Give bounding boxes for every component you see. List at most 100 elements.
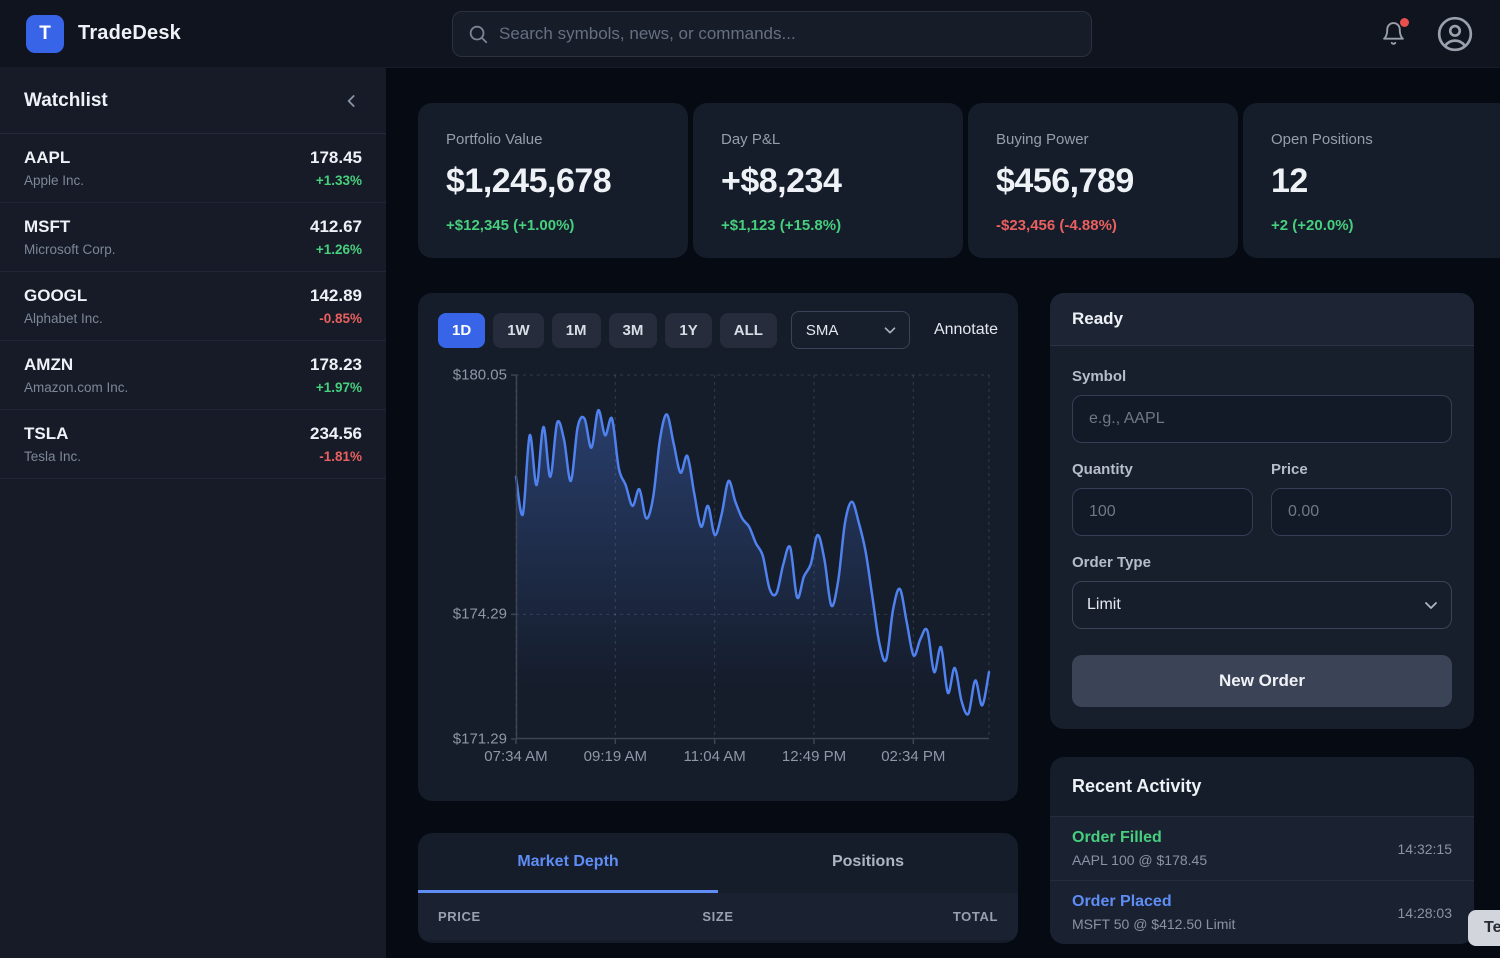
- chart-plot-area: $180.05 $174.29 $171.29: [453, 367, 991, 765]
- app-title: TradeDesk: [78, 22, 181, 44]
- activity-time: 14:32:15: [1397, 840, 1453, 857]
- timeframe-button-1d[interactable]: 1D: [438, 312, 486, 348]
- search-bar[interactable]: [452, 11, 1092, 57]
- market-depth-card: Market Depth Positions PRICE SIZE TOTAL: [418, 833, 1018, 943]
- stat-card-open-positions: Open Positions 12 +2 (+20.0%): [1243, 103, 1500, 258]
- search-input[interactable]: [499, 24, 1077, 44]
- ticker-price: 178.45: [310, 148, 362, 167]
- chart-toolbar: 1D 1W 1M 3M 1Y ALL SMA: [438, 311, 998, 349]
- watchlist-item-googl[interactable]: GOOGL Alphabet Inc. 142.89 -0.85%: [0, 272, 386, 341]
- stat-change: -$23,456 (-4.88%): [996, 217, 1117, 234]
- price-chart-card: 1D 1W 1M 3M 1Y ALL SMA: [418, 293, 1018, 801]
- bottom-tabs: Market Depth Positions: [418, 833, 1018, 893]
- chevron-down-icon: [1425, 602, 1437, 609]
- price-line-chart[interactable]: [511, 374, 991, 744]
- activity-item[interactable]: Order Placed MSFT 50 @ $412.50 Limit 14:…: [1050, 880, 1474, 944]
- tab-positions[interactable]: Positions: [831, 852, 904, 870]
- recent-activity-title: Recent Activity: [1072, 776, 1202, 796]
- timeframe-button-all[interactable]: ALL: [719, 312, 777, 348]
- order-column: Ready Symbol Quantity Price: [1050, 293, 1474, 944]
- stat-card-portfolio-value: Portfolio Value $1,245,678 +$12,345 (+1.…: [418, 103, 688, 258]
- chart-column: 1D 1W 1M 3M 1Y ALL SMA: [418, 293, 1018, 943]
- app-shell: Watchlist AAPL Apple Inc. 178.45 +1.33% …: [0, 68, 1500, 958]
- activity-detail: MSFT 50 @ $412.50 Limit: [1072, 916, 1236, 932]
- company-name: Alphabet Inc.: [24, 311, 103, 326]
- stat-value: 12: [1271, 162, 1308, 200]
- activity-detail: AAPL 100 @ $178.45: [1072, 852, 1208, 868]
- stat-value: $1,245,678: [446, 162, 612, 200]
- ticker-symbol: GOOGL: [24, 286, 88, 305]
- quantity-label: Quantity: [1072, 461, 1133, 478]
- chevron-left-icon: [347, 94, 355, 107]
- ticker-change: -1.81%: [319, 449, 362, 464]
- notifications-button[interactable]: [1381, 18, 1409, 46]
- stat-value: +$8,234: [721, 162, 842, 200]
- x-axis-tick: 09:19 AM: [583, 748, 648, 765]
- topbar-actions: [1381, 15, 1474, 53]
- timeframe-button-1m[interactable]: 1M: [551, 312, 601, 348]
- ticker-price: 178.23: [310, 355, 362, 374]
- indicator-selected-value: SMA: [805, 321, 839, 339]
- logo-letter: T: [39, 22, 51, 44]
- watchlist-title: Watchlist: [24, 89, 108, 111]
- mid-section: 1D 1W 1M 3M 1Y ALL SMA: [418, 293, 1500, 944]
- annotate-button[interactable]: Annotate: [933, 321, 998, 338]
- order-entry-panel: Ready Symbol Quantity Price: [1050, 293, 1474, 729]
- notification-dot: [1400, 18, 1409, 27]
- y-axis-tick: $174.29: [452, 605, 507, 623]
- recent-activity-panel: Recent Activity Order Filled AAPL 100 @ …: [1050, 757, 1474, 944]
- x-axis-tick: 11:04 AM: [683, 748, 746, 765]
- timeframe-button-1y[interactable]: 1Y: [665, 312, 712, 348]
- stats-row: Portfolio Value $1,245,678 +$12,345 (+1.…: [418, 103, 1500, 258]
- watchlist-item-tsla[interactable]: TSLA Tesla Inc. 234.56 -1.81%: [0, 410, 386, 479]
- stat-change: +$1,123 (+15.8%): [721, 217, 842, 234]
- indicator-select[interactable]: SMA: [790, 311, 910, 349]
- app-logo-icon: T: [26, 14, 64, 53]
- stat-change: +$12,345 (+1.00%): [446, 217, 575, 234]
- activity-event: Order Filled: [1072, 829, 1162, 846]
- order-form: Symbol Quantity Price: [1050, 346, 1474, 729]
- price-input[interactable]: [1271, 488, 1452, 536]
- symbol-input[interactable]: [1072, 395, 1452, 443]
- timeframe-button-1w[interactable]: 1W: [493, 312, 544, 348]
- main-content: Portfolio Value $1,245,678 +$12,345 (+1.…: [386, 68, 1500, 958]
- company-name: Amazon.com Inc.: [24, 380, 129, 395]
- stat-label: Open Positions: [1271, 131, 1373, 148]
- ticker-symbol: TSLA: [24, 424, 69, 443]
- ticker-change: +1.97%: [315, 380, 362, 395]
- collapse-sidebar-button[interactable]: [342, 91, 362, 111]
- timeframe-button-3m[interactable]: 3M: [608, 312, 658, 348]
- ticker-change: -0.85%: [319, 311, 362, 326]
- watchlist-item-msft[interactable]: MSFT Microsoft Corp. 412.67 +1.26%: [0, 203, 386, 272]
- company-name: Tesla Inc.: [24, 449, 82, 464]
- activity-time: 14:28:03: [1397, 904, 1453, 921]
- column-total: TOTAL: [952, 909, 998, 924]
- column-size: SIZE: [702, 909, 734, 924]
- stat-label: Portfolio Value: [446, 131, 543, 148]
- watchlist-item-aapl[interactable]: AAPL Apple Inc. 178.45 +1.33%: [0, 134, 386, 203]
- stat-card-buying-power: Buying Power $456,789 -$23,456 (-4.88%): [968, 103, 1238, 258]
- ticker-symbol: AAPL: [24, 148, 71, 167]
- tab-market-depth[interactable]: Market Depth: [418, 833, 718, 893]
- edge-toast[interactable]: Te: [1468, 910, 1500, 946]
- brand[interactable]: T TradeDesk: [26, 14, 181, 53]
- y-axis-tick: $180.05: [452, 366, 507, 384]
- stat-change: +2 (+20.0%): [1271, 217, 1354, 234]
- ticker-symbol: MSFT: [24, 217, 71, 236]
- watchlist-item-amzn[interactable]: AMZN Amazon.com Inc. 178.23 +1.97%: [0, 341, 386, 410]
- x-axis-tick: 07:34 AM: [484, 748, 548, 765]
- column-price: PRICE: [438, 909, 481, 924]
- new-order-button[interactable]: New Order: [1072, 655, 1452, 707]
- quantity-input[interactable]: [1072, 488, 1253, 536]
- watchlist-header: Watchlist: [0, 68, 386, 134]
- y-axis-tick: $171.29: [452, 730, 507, 748]
- ticker-price: 412.67: [310, 217, 362, 236]
- profile-button[interactable]: [1436, 15, 1474, 53]
- stat-label: Day P&L: [721, 131, 781, 148]
- stat-value: $456,789: [996, 162, 1134, 200]
- order-type-select[interactable]: Limit: [1072, 581, 1452, 629]
- ticker-change: +1.33%: [315, 173, 362, 188]
- x-axis-tick: 12:49 PM: [781, 748, 847, 765]
- activity-item[interactable]: Order Filled AAPL 100 @ $178.45 14:32:15: [1050, 816, 1474, 880]
